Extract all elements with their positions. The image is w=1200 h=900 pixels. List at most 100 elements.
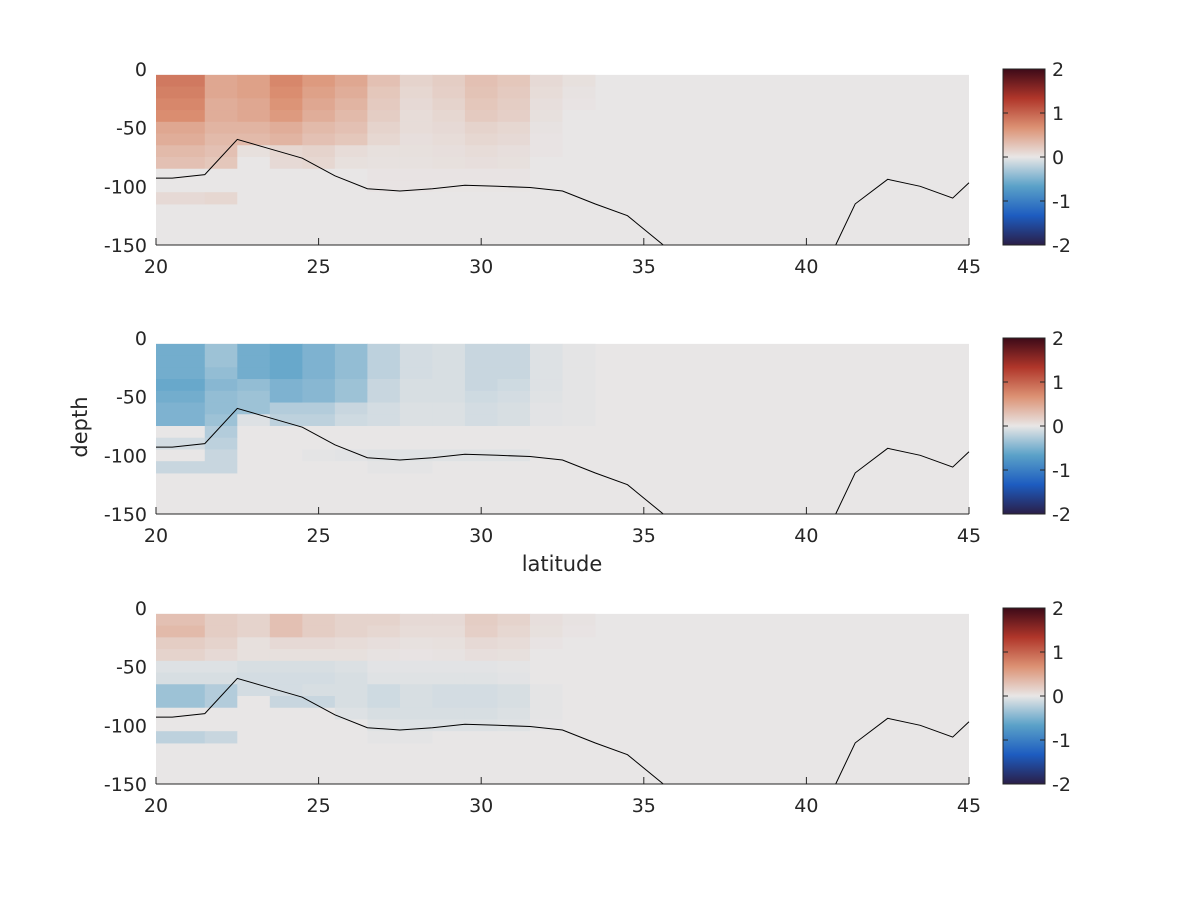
heatmap-cell bbox=[204, 672, 238, 685]
heatmap-cell bbox=[562, 390, 596, 404]
heatmap-cell bbox=[237, 145, 271, 158]
heatmap-cell bbox=[334, 672, 368, 685]
heatmap-cell bbox=[529, 390, 563, 404]
heatmap-cell bbox=[562, 426, 596, 439]
heatmap-cell bbox=[156, 343, 206, 357]
heatmap-cell bbox=[399, 437, 433, 450]
heatmap-cell bbox=[497, 672, 531, 685]
heatmap-cell bbox=[497, 133, 531, 146]
heatmap-cell bbox=[464, 110, 498, 123]
heatmap-cell bbox=[562, 660, 596, 674]
colorbar-tick-label: -1 bbox=[1052, 191, 1071, 213]
heatmap-cell bbox=[334, 379, 368, 392]
heatmap-cell bbox=[302, 719, 336, 732]
heatmap-cell bbox=[334, 449, 368, 462]
heatmap-cell bbox=[432, 110, 466, 123]
heatmap-cell bbox=[156, 74, 206, 88]
heatmap-cell bbox=[399, 684, 433, 697]
x-tick-label: 30 bbox=[469, 256, 493, 278]
heatmap-cell bbox=[529, 461, 563, 474]
heatmap-cell bbox=[367, 660, 401, 674]
heatmap-cell bbox=[237, 157, 271, 170]
heatmap-cell bbox=[497, 731, 531, 744]
heatmap-cell bbox=[432, 414, 466, 427]
heatmap-cell bbox=[399, 86, 433, 99]
heatmap-cell bbox=[464, 613, 498, 627]
x-axis-label: latitude bbox=[522, 552, 603, 576]
heatmap-cell bbox=[269, 625, 303, 638]
heatmap-cell bbox=[237, 437, 271, 450]
heatmap-cell bbox=[432, 168, 466, 181]
heatmap-cell bbox=[399, 461, 433, 474]
heatmap-cell bbox=[156, 426, 206, 439]
heatmap-cell bbox=[399, 707, 433, 720]
heatmap-cell bbox=[432, 684, 466, 697]
y-tick-label: -150 bbox=[104, 774, 147, 796]
heatmap-cell bbox=[367, 98, 401, 111]
heatmap-cell bbox=[237, 684, 271, 697]
heatmap-cell bbox=[497, 426, 531, 439]
heatmap-cell bbox=[367, 390, 401, 404]
heatmap-cell bbox=[529, 449, 563, 462]
heatmap-cell bbox=[237, 86, 271, 99]
heatmap-cell bbox=[464, 707, 498, 720]
heatmap-cell bbox=[497, 660, 531, 674]
heatmap-cell bbox=[237, 74, 271, 88]
heatmap-cell bbox=[529, 343, 563, 357]
heatmap-cell bbox=[156, 461, 206, 474]
heatmap-cell bbox=[367, 649, 401, 662]
x-tick-label: 20 bbox=[144, 256, 168, 278]
heatmap-cell bbox=[432, 613, 466, 627]
heatmap-cell bbox=[529, 192, 563, 205]
heatmap-cells bbox=[156, 343, 596, 474]
heatmap-cell bbox=[562, 402, 596, 415]
heatmap-cell bbox=[562, 367, 596, 380]
heatmap-cell bbox=[529, 168, 563, 181]
heatmap-cell bbox=[237, 180, 271, 193]
heatmap-cell bbox=[562, 168, 596, 181]
heatmap-cell bbox=[269, 672, 303, 685]
heatmap-cell bbox=[497, 684, 531, 697]
heatmap-cell bbox=[269, 414, 303, 427]
heatmap-cell bbox=[562, 637, 596, 650]
heatmap-cell bbox=[269, 74, 303, 88]
heatmap-cell bbox=[269, 168, 303, 181]
heatmap-cell bbox=[204, 449, 238, 462]
heatmap-cell bbox=[399, 402, 433, 415]
colorbar-tick-label: -2 bbox=[1052, 504, 1071, 526]
heatmap-cell bbox=[562, 157, 596, 170]
x-tick-label: 45 bbox=[957, 256, 981, 278]
colorbar-tick-label: 1 bbox=[1052, 103, 1064, 125]
heatmap-cell bbox=[399, 696, 433, 709]
heatmap-cell bbox=[432, 121, 466, 135]
colorbar-tick-label: 2 bbox=[1052, 59, 1064, 81]
heatmap-cell bbox=[464, 98, 498, 111]
heatmap-cell bbox=[204, 625, 238, 638]
heatmap-cell bbox=[204, 437, 238, 450]
heatmap-cell bbox=[302, 613, 336, 627]
heatmap-cell bbox=[334, 390, 368, 404]
heatmap-cell bbox=[432, 402, 466, 415]
heatmap-cell bbox=[464, 367, 498, 380]
heatmap-cell bbox=[237, 672, 271, 685]
heatmap-cell bbox=[367, 157, 401, 170]
y-tick-label: 0 bbox=[135, 328, 147, 350]
heatmap-cell bbox=[302, 133, 336, 146]
heatmap-cell bbox=[562, 613, 596, 627]
x-tick-label: 30 bbox=[469, 795, 493, 817]
heatmap-cell bbox=[204, 355, 238, 368]
subplot-1: 20 25 30 35 40 45 0 -50 -100 -150 2 1 0 -1 -2 bbox=[104, 59, 1071, 278]
heatmap-cell bbox=[497, 461, 531, 474]
heatmap-cell bbox=[562, 110, 596, 123]
heatmap-cell bbox=[367, 402, 401, 415]
heatmap-cell bbox=[464, 192, 498, 205]
heatmap-cell bbox=[464, 437, 498, 450]
heatmap-cell bbox=[334, 649, 368, 662]
heatmap-cell bbox=[302, 145, 336, 158]
heatmap-cell bbox=[204, 402, 238, 415]
heatmap-cell bbox=[432, 343, 466, 357]
heatmap-cell bbox=[156, 719, 206, 732]
heatmap-cell bbox=[269, 98, 303, 111]
heatmap-cell bbox=[204, 684, 238, 697]
